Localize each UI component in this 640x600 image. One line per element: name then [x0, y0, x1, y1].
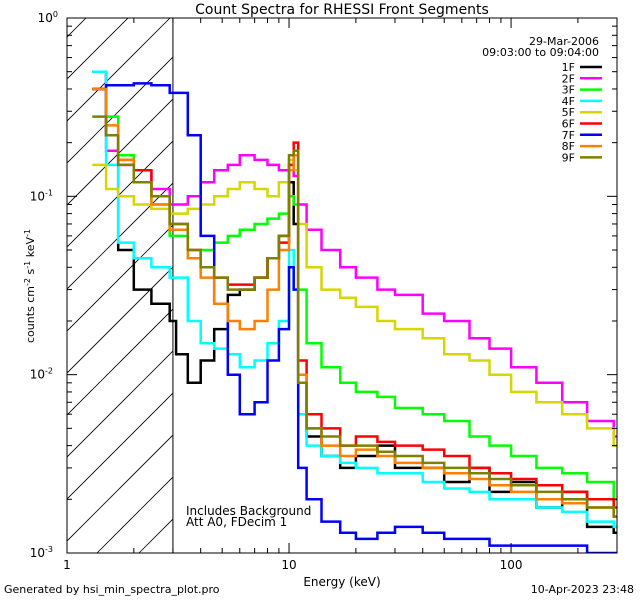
y-tick-label: 10-1 — [30, 188, 53, 203]
hatch-line — [67, 140, 173, 248]
legend-label-7F: 7F — [562, 129, 575, 142]
date-label: 29-Mar-2006 — [529, 35, 599, 48]
time-range-label: 09:03:00 to 09:04:00 — [482, 46, 599, 59]
hatch-line — [67, 18, 171, 122]
hatch-line — [67, 18, 129, 80]
legend-label-6F: 6F — [562, 118, 575, 131]
hatch-line — [67, 392, 173, 500]
attenuator-hatch-region — [0, 0, 640, 553]
hatch-line — [223, 0, 640, 553]
plot-frame — [66, 17, 618, 554]
hatch-line — [67, 56, 173, 164]
legend-label-4F: 4F — [562, 95, 575, 108]
hatch-line — [67, 266, 173, 374]
x-tick-label: 100 — [500, 558, 523, 572]
generated-by-text: Generated by hsi_min_spectra_plot.pro — [4, 583, 220, 596]
chart-title: Count Spectra for RHESSI Front Segments — [195, 2, 489, 18]
x-axis-label: Energy (keV) — [303, 575, 380, 589]
annotation-attenuator: Att A0, FDecim 1 — [186, 515, 287, 529]
hatch-line — [67, 224, 173, 332]
hatch-line — [67, 434, 173, 542]
x-tick-label: 1 — [63, 558, 71, 572]
y-axis-label: counts cm-2 s-1 keV-1 — [23, 229, 37, 343]
hatch-line — [67, 308, 173, 416]
footer-timestamp: 10-Apr-2023 23:48 — [530, 583, 634, 596]
series-line-5F — [92, 158, 617, 447]
legend-label-8F: 8F — [562, 140, 575, 153]
series-line-1F — [92, 70, 617, 534]
legend-label-2F: 2F — [562, 72, 575, 85]
x-tick-label: 10 — [281, 558, 296, 572]
y-tick-label: 10-3 — [30, 545, 53, 560]
hatch-line — [67, 182, 173, 290]
legend-label-9F: 9F — [562, 151, 575, 164]
hatch-line — [0, 0, 27, 553]
y-tick-label: 10-2 — [30, 367, 53, 382]
annotation-background: Includes Background — [186, 504, 311, 518]
legend-label-1F: 1F — [562, 61, 575, 74]
hatch-line — [67, 18, 87, 38]
series-line-9F — [92, 115, 617, 518]
series-line-7F — [92, 82, 617, 553]
y-tick-label: 100 — [38, 10, 58, 25]
legend-label-3F: 3F — [562, 84, 575, 97]
legend-label-5F: 5F — [562, 106, 575, 119]
